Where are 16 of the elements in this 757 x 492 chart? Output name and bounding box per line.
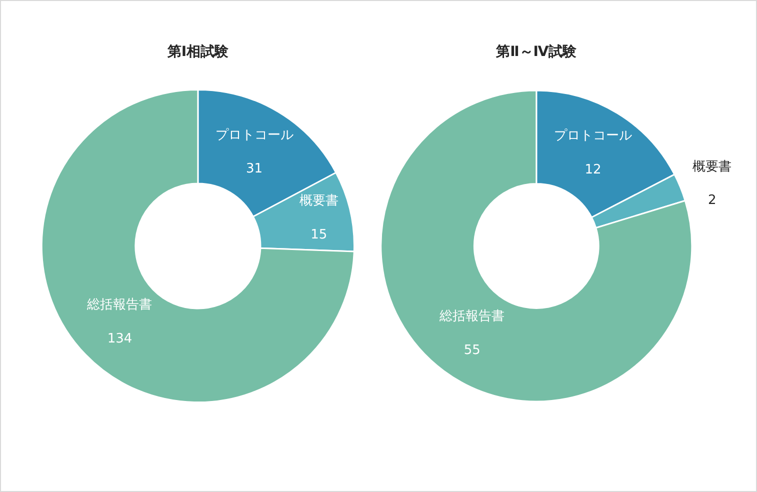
data-label: 15 — [310, 227, 328, 242]
data-label: 55 — [464, 342, 480, 358]
chart-title: 第Ⅱ～Ⅳ試験 — [495, 42, 578, 60]
slice-label: プロトコール — [554, 128, 632, 144]
data-label: 2 — [708, 193, 716, 208]
donut-slice — [380, 90, 693, 402]
data-label: 134 — [107, 331, 132, 346]
slice-label: 総括報告書 — [438, 309, 505, 324]
slice-label: 概要書 — [692, 159, 732, 174]
slice-label: プロトコール — [215, 128, 294, 143]
slice-label: 総括報告書 — [86, 298, 152, 313]
data-label: 31 — [246, 162, 263, 177]
chart-title: 第Ⅰ相試験 — [166, 42, 230, 60]
slice-label: 概要書 — [299, 194, 338, 209]
donut-slice — [40, 88, 355, 404]
data-label: 12 — [584, 162, 602, 178]
